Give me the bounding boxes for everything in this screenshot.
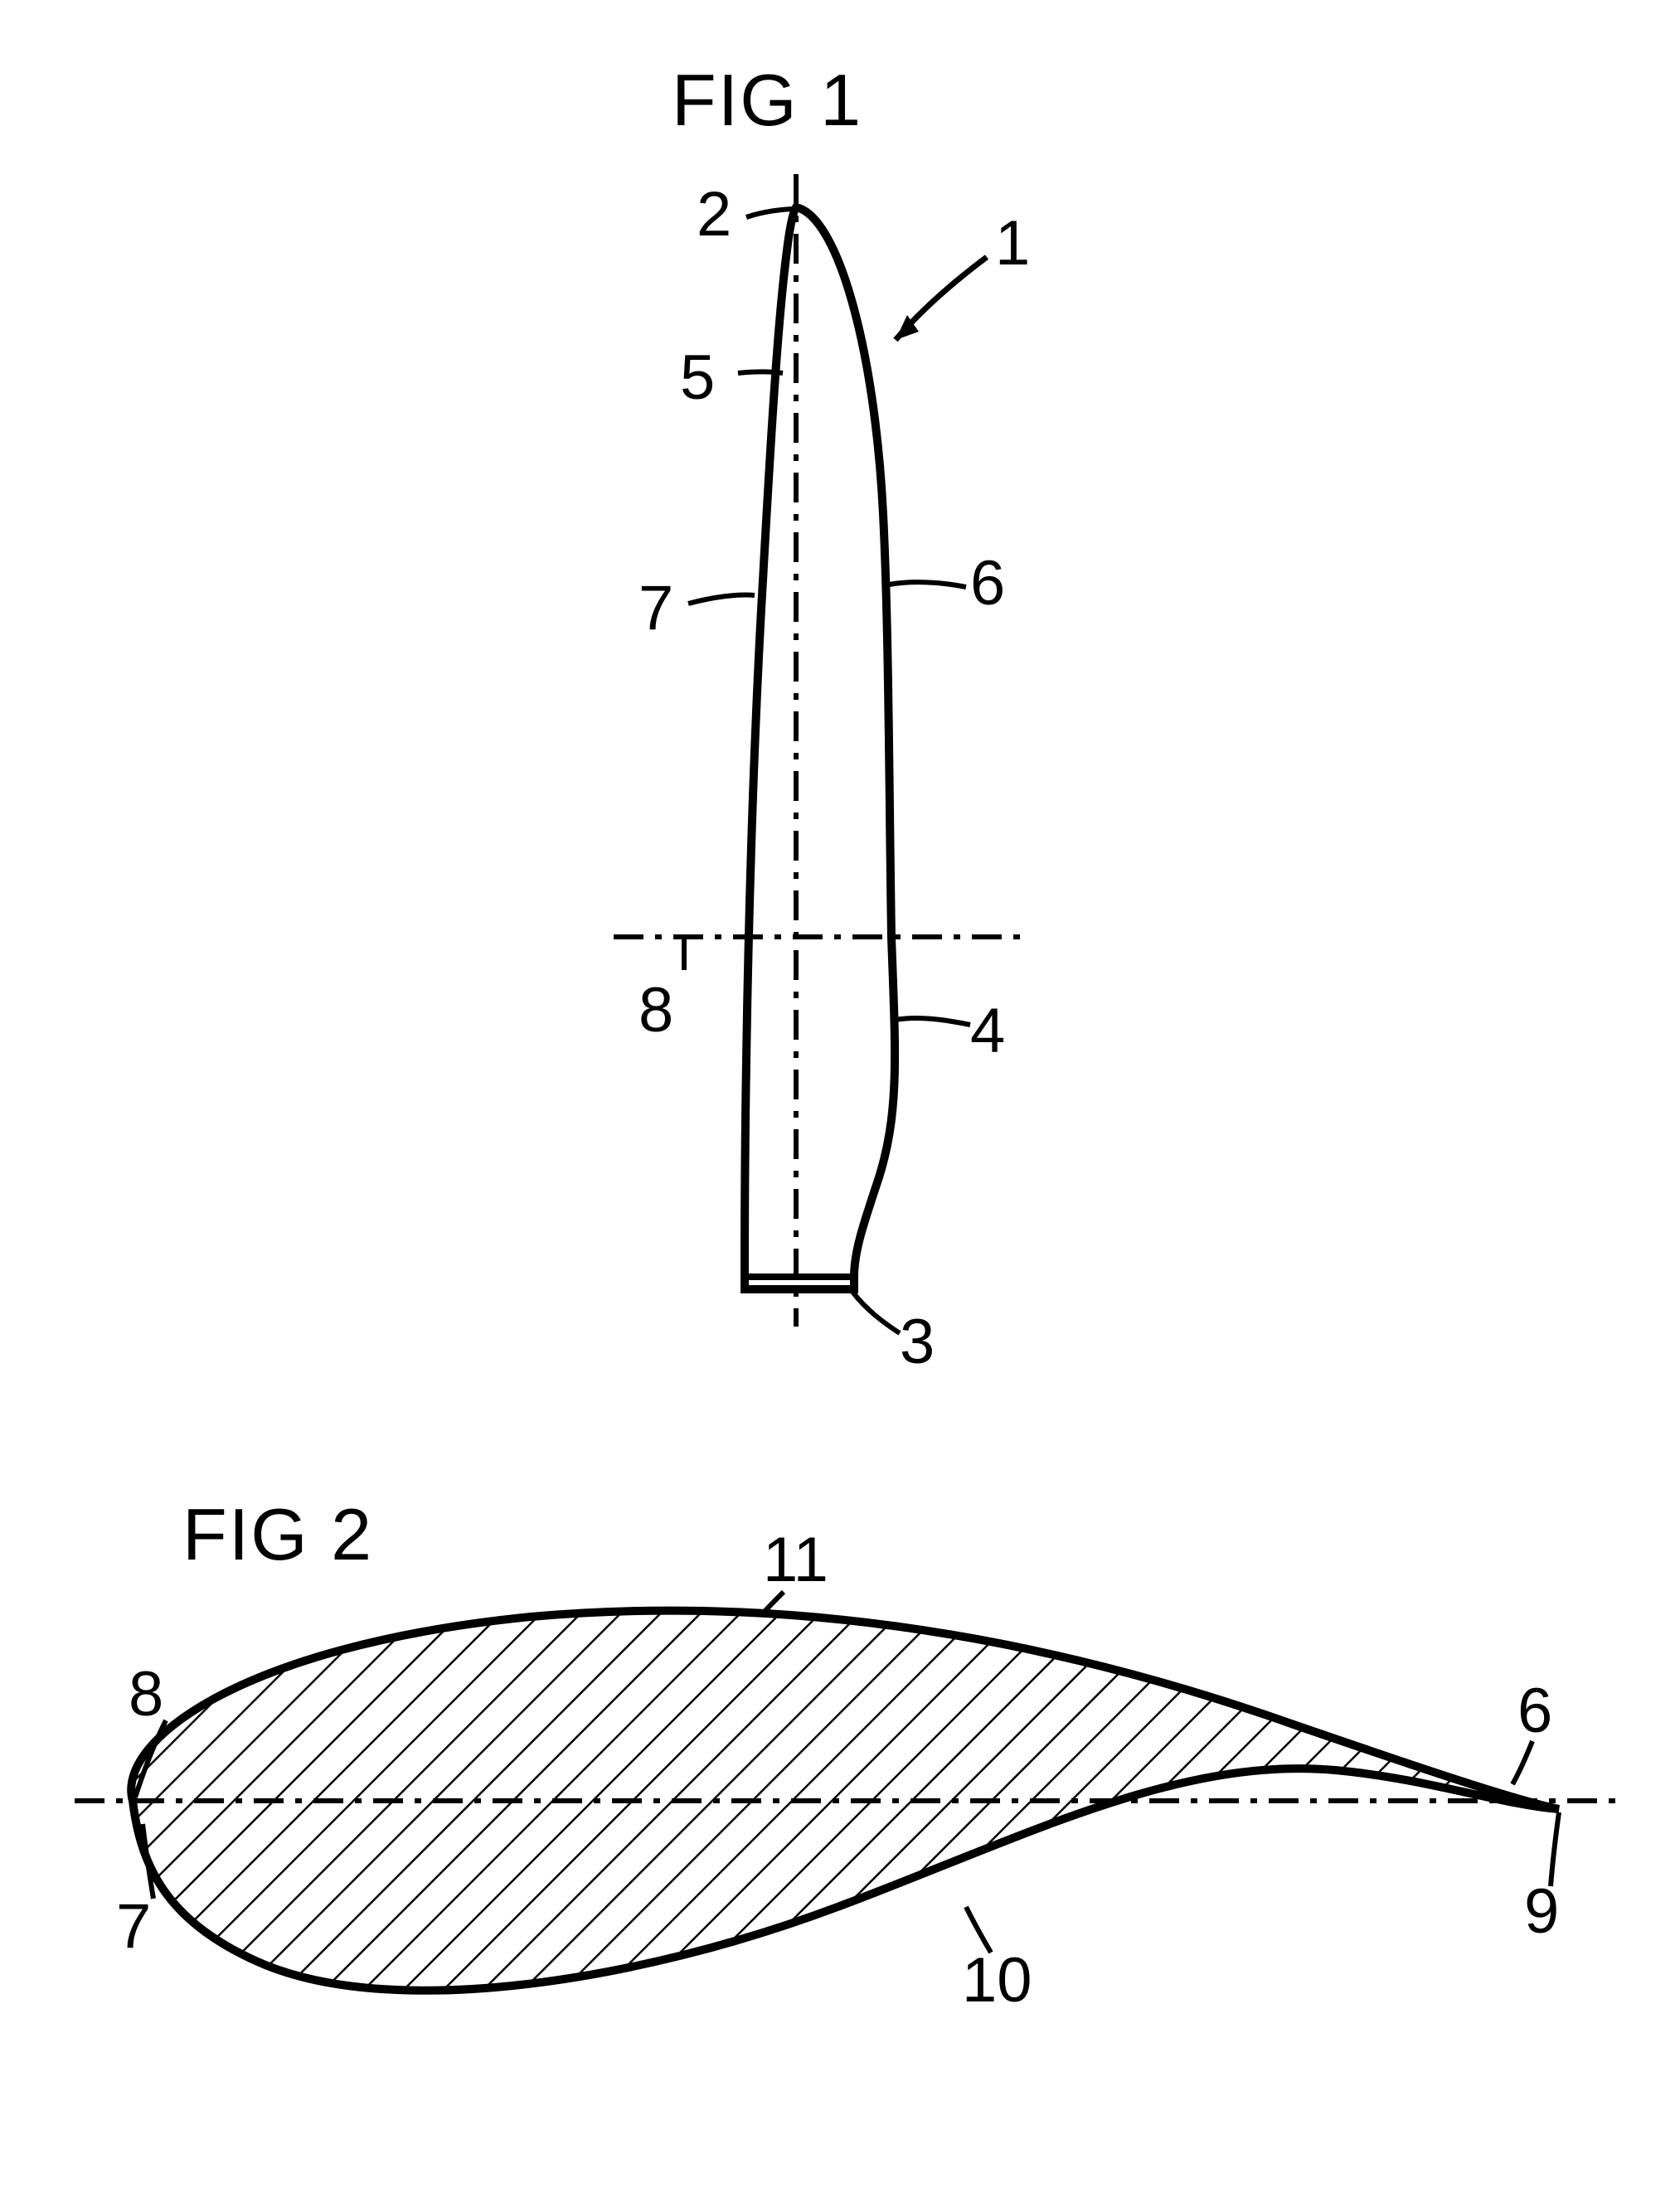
figure-2 (75, 1575, 1625, 2040)
fig1-leader-3 (852, 1292, 900, 1333)
fig1-label-5: 5 (680, 342, 715, 414)
fig1-label-3: 3 (900, 1306, 935, 1378)
page: FIG 1 FIG 2 (0, 0, 1680, 2188)
fig1-label-8: 8 (638, 974, 673, 1046)
drawing-svg (0, 0, 1680, 2188)
fig2-label-7: 7 (116, 1890, 151, 1962)
fig2-label-6: 6 (1517, 1675, 1552, 1747)
fig1-label-7: 7 (638, 572, 673, 644)
fig2-label-8: 8 (129, 1658, 163, 1730)
fig1-leader-6 (889, 582, 966, 587)
fig2-hatch-fill (100, 1575, 1609, 2040)
fig1-label-1: 1 (995, 207, 1030, 279)
figure-1 (614, 174, 1028, 1333)
fig1-label-2: 2 (697, 178, 731, 250)
fig1-label-4: 4 (970, 995, 1005, 1067)
fig1-leader-4 (896, 1018, 970, 1025)
fig1-leader-7 (688, 594, 755, 604)
fig2-leader-6 (1512, 1741, 1532, 1784)
fig1-label-6: 6 (970, 547, 1005, 619)
fig2-label-10: 10 (962, 1944, 1032, 2016)
fig2-label-11: 11 (763, 1524, 828, 1596)
fig2-label-9: 9 (1524, 1875, 1559, 1948)
fig1-leader-5 (738, 372, 783, 374)
